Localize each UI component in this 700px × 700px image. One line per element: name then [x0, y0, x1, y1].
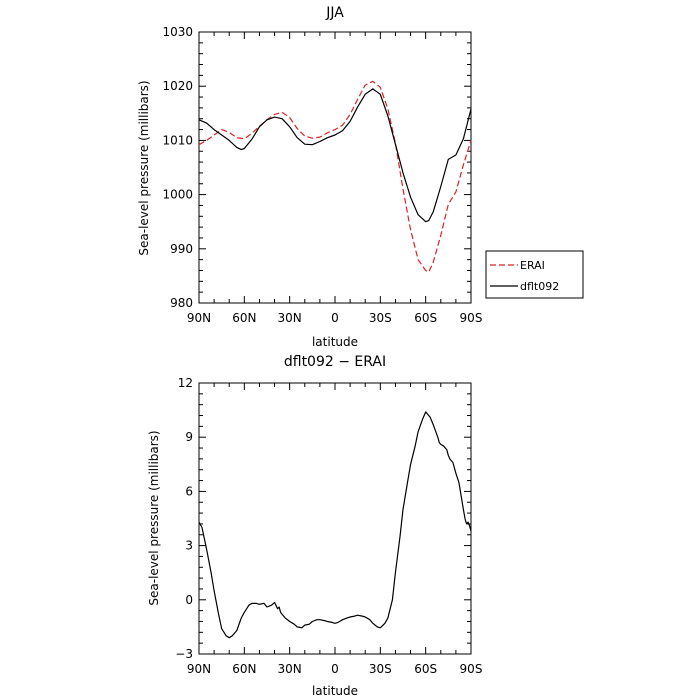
top-x-tick-label: 90S: [460, 311, 483, 325]
top-chart-title: JJA: [325, 5, 344, 21]
top-chart-ticks: 980 990 1000 1010 1020 1030 90N 60N 30N 0 30S 60S 90…: [162, 25, 482, 325]
legend-label-dflt092: dflt092: [520, 280, 559, 293]
bottom-chart-ticks: −3 0 3 6 9 12 90N 60N 30N 0 30S 60S 90S: [175, 376, 482, 676]
top-y-tick-label: 1000: [162, 188, 193, 202]
top-series-line-dflt092: [198, 88, 472, 223]
bottom-series-line-difference: [198, 411, 472, 639]
bottom-y-tick-label: −3: [175, 647, 193, 661]
legend-label-erai: ERAI: [520, 259, 545, 272]
top-x-tick-label: 60S: [414, 311, 437, 325]
bottom-chart-series: [198, 411, 472, 639]
top-chart-x-axis-label: latitude: [312, 335, 358, 349]
top-x-tick-label: 30N: [278, 311, 302, 325]
top-chart-y-axis-label: Sea-level pressure (millibars): [137, 80, 151, 255]
bottom-chart-x-axis-label: latitude: [312, 684, 358, 698]
bottom-x-tick-label: 60S: [414, 662, 437, 676]
bottom-chart-y-axis-label: Sea-level pressure (millibars): [147, 430, 161, 605]
top-x-tick-label: 60N: [232, 311, 256, 325]
bottom-x-tick-label: 0: [331, 662, 339, 676]
bottom-x-tick-label: 90N: [187, 662, 211, 676]
bottom-y-tick-label: 0: [185, 593, 193, 607]
bottom-x-tick-label: 90S: [460, 662, 483, 676]
bottom-x-tick-label: 30S: [369, 662, 392, 676]
top-x-tick-label: 90N: [187, 311, 211, 325]
top-y-tick-label: 1010: [162, 133, 193, 147]
top-y-tick-label: 990: [170, 242, 193, 256]
legend-box: [485, 250, 584, 299]
top-chart-frame: [198, 31, 472, 304]
bottom-chart-title: dflt092 − ERAI: [284, 354, 386, 370]
bottom-chart-frame: [198, 382, 472, 655]
top-x-tick-label: 30S: [369, 311, 392, 325]
top-chart-series: [198, 80, 472, 273]
top-x-tick-label: 0: [331, 311, 339, 325]
bottom-x-tick-label: 60N: [232, 662, 256, 676]
bottom-y-tick-label: 3: [185, 539, 193, 553]
top-y-tick-label: 980: [170, 296, 193, 310]
top-chart-panel: JJA 980 990 1000 1010 1020 1030 90N 60N 30N 0 30S 6…: [137, 5, 482, 349]
bottom-y-tick-label: 9: [185, 430, 193, 444]
legend: ERAI dflt092: [485, 250, 584, 299]
top-series-line-erai: [198, 80, 472, 273]
top-y-tick-label: 1020: [162, 79, 193, 93]
top-y-tick-label: 1030: [162, 25, 193, 39]
bottom-chart-panel: dflt092 − ERAI −3 0 3 6 9 12 90N 60N 30N 0 30S 60S 9…: [147, 354, 482, 698]
bottom-y-tick-label: 6: [185, 484, 193, 498]
bottom-x-tick-label: 30N: [278, 662, 302, 676]
bottom-y-tick-label: 12: [178, 376, 193, 390]
